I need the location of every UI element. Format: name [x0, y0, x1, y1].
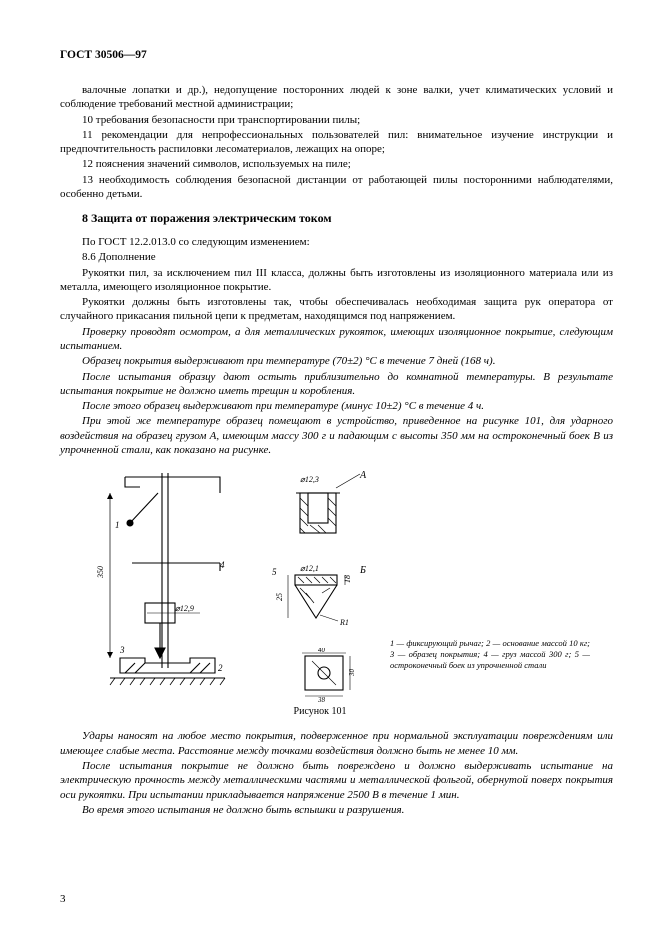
para-17: Во время этого испытания не должно быть … [60, 803, 613, 817]
para-11: Образец покрытия выдерживают при темпера… [60, 354, 613, 368]
para-14: При этой же температуре образец помещают… [60, 414, 613, 457]
figure-plate: 40 38 30 [290, 648, 365, 703]
para-1: валочные лопатки и др.), недопущение пос… [60, 83, 613, 112]
callout-2: 2 [218, 663, 223, 673]
figure-left-svg: 350 ⌀12,9 1 4 3 2 [70, 463, 250, 718]
para-16: После испытания покрытие не должно быть … [60, 759, 613, 802]
callout-3: 3 [119, 645, 125, 655]
para-5: 13 необходимость соблюдения безопасной д… [60, 173, 613, 202]
dim-40: 40 [318, 648, 326, 654]
callout-1: 1 [115, 520, 120, 530]
dim-r1: R1 [339, 618, 349, 627]
para-9: Рукоятки должны быть изготовлены так, чт… [60, 295, 613, 324]
label-a: А [359, 470, 367, 481]
dim-d129: ⌀12,9 [175, 604, 194, 613]
label-b: Б [359, 565, 366, 576]
para-3: 11 рекомендации для непрофессиональных п… [60, 128, 613, 157]
dim-d123: ⌀12,3 [300, 475, 319, 484]
section-8-title: 8 Защита от поражения электрическим токо… [82, 211, 613, 227]
dim-d121: ⌀12,1 [300, 564, 319, 573]
figure-detail-b: ⌀12,1 25 18 R1 Б 5 [260, 563, 380, 633]
dim-38: 38 [317, 696, 326, 703]
para-2: 10 требования безопасности при транспорт… [60, 113, 613, 127]
para-7: 8.6 Дополнение [60, 250, 613, 264]
para-15: Удары наносят на любое место покрытия, п… [60, 729, 613, 758]
figure-detail-a: ⌀12,3 А [260, 468, 380, 548]
callout-4: 4 [220, 560, 225, 570]
para-13: После этого образец выдерживают при темп… [60, 399, 613, 413]
para-12: После испытания образцу дают остыть приб… [60, 370, 613, 399]
dim-25: 25 [275, 593, 284, 601]
figure-label: Рисунок 101 [260, 705, 380, 718]
para-8: Рукоятки пил, за исключением пил III кла… [60, 266, 613, 295]
figure-101: 350 ⌀12,9 1 4 3 2 [60, 463, 613, 723]
page-number: 3 [60, 892, 66, 906]
callout-5: 5 [272, 567, 277, 577]
dim-18: 18 [343, 575, 352, 583]
para-10: Проверку проводят осмотром, а для металл… [60, 325, 613, 354]
dim-350: 350 [96, 566, 105, 579]
dim-30: 30 [348, 669, 356, 678]
para-4: 12 пояснения значений символов, использу… [60, 157, 613, 171]
doc-header: ГОСТ 30506—97 [60, 48, 613, 63]
figure-caption: 1 — фиксирующий рычаг; 2 — основание мас… [390, 638, 590, 670]
para-6: По ГОСТ 12.2.013.0 со следующим изменени… [60, 235, 613, 249]
